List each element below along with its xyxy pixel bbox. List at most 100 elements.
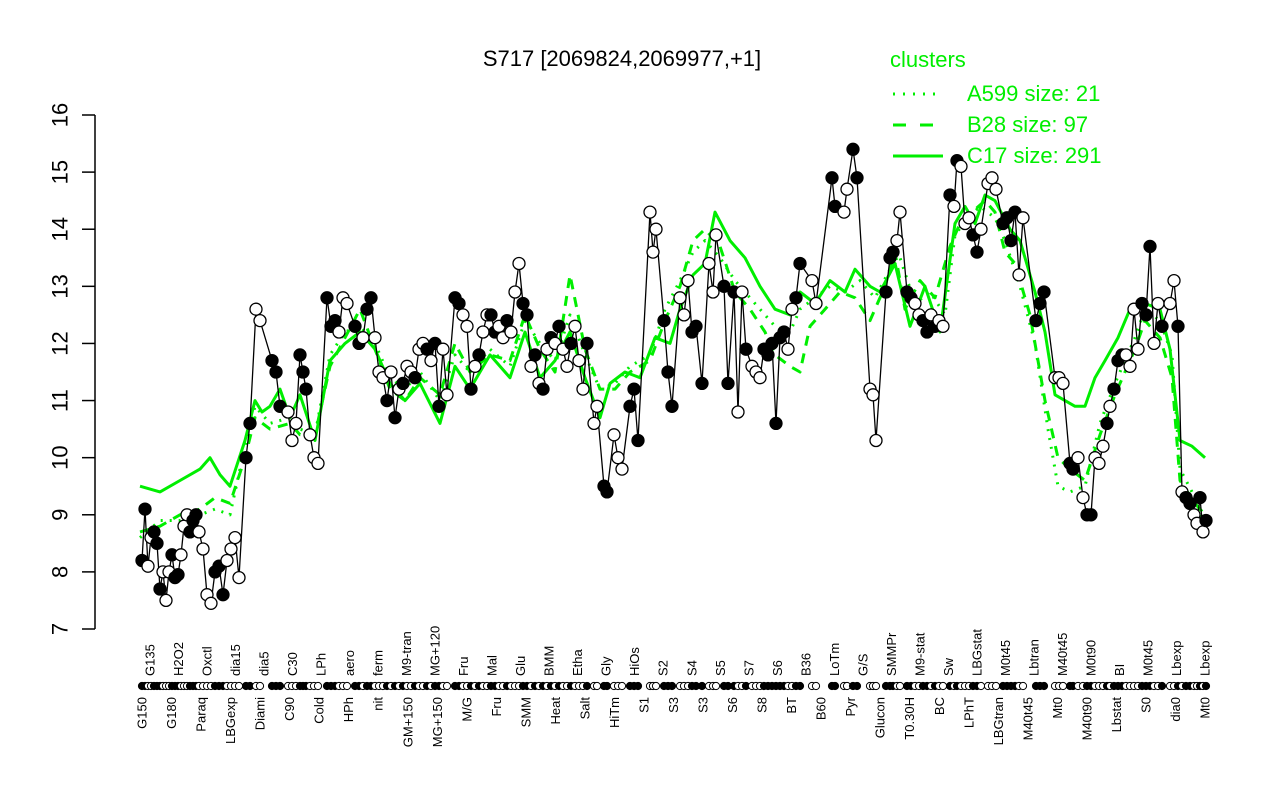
x-tick-label-bottom: LBGtran [991,697,1006,745]
data-point [568,319,582,333]
data-point [587,416,601,431]
data-point [809,296,823,311]
strip-marker [976,681,986,691]
strip-marker [442,681,452,691]
x-tick-label-bottom: G150 [135,697,150,729]
x-tick-label-top: Glu [513,656,528,676]
data-point [408,371,422,385]
data-point [560,359,574,373]
x-tick-label-top: Lbexp [1169,641,1184,676]
x-tick-label-bottom: nit [371,697,386,711]
x-tick-label-bottom: BT [784,697,799,714]
x-tick-label-bottom: S3 [666,697,681,713]
x-tick-label-bottom: HPh [341,697,356,722]
data-point [681,273,695,288]
data-point [320,291,334,305]
x-tick-label-top: BI [1112,664,1127,676]
strip-marker [852,681,862,691]
data-point [673,291,687,305]
x-tick-label-top: Oxctl [200,646,215,676]
legend-entry-c17: C17 size: 291 [967,143,1102,168]
x-tick-label-bottom: M/G [459,697,474,722]
data-point [159,593,173,608]
data-point [138,502,152,516]
x-tick-label-top: M0t45 [1140,640,1155,676]
x-tick-label-bottom: M40t45 [1020,697,1035,740]
data-point [947,199,961,214]
data-point [1131,342,1145,356]
y-axis: 7 8 9 10 11 12 13 14 15 16 [48,103,96,635]
x-tick-label-top: Sw [941,657,956,676]
data-point [607,428,621,442]
data-point [189,508,203,522]
data-point [432,399,446,413]
data-point [1199,513,1213,528]
x-tick-label-bottom: M40t90 [1079,697,1094,740]
strip-marker [895,681,905,691]
data-point [777,325,791,339]
data-point [364,291,378,305]
data-point [468,359,482,373]
data-point [174,548,188,562]
data-point [396,376,410,391]
data-point [649,222,663,236]
data-point [709,228,723,242]
data-point [850,171,864,185]
x-tick-label-bottom: Diami [253,697,268,730]
data-point [846,142,860,156]
data-point [615,462,629,476]
data-point [232,570,246,585]
data-point [789,291,803,305]
x-tick-label-bottom: C90 [282,697,297,721]
data-point [1076,490,1090,505]
x-tick-label-bottom: Salt [577,697,592,720]
x-tick-label-top: SMMPr [884,632,899,676]
x-tick-label-bottom: HiTm [607,697,622,728]
data-point [436,342,450,356]
data-point [1143,239,1157,254]
data-point [440,388,454,402]
x-tick-label-bottom: Fru [489,697,504,717]
strip-marker [871,681,881,691]
data-point [196,542,210,556]
data-point [753,371,767,385]
data-point [769,416,783,431]
data-point [695,376,709,391]
x-tick-label-bottom: dia0 [1168,697,1183,722]
x-tick-labels: G135 H2O2 Oxctl dia15 dia5 C30 LPh aero ferm M9-t… [135,626,1213,747]
data-point [627,382,641,396]
data-point [348,319,362,333]
chart-title: S717 [2069824,2069977,+1] [483,46,761,71]
data-point [890,233,904,248]
data-point [265,353,279,368]
data-point [171,568,185,582]
data-point [285,433,299,448]
y-tick-label: 12 [48,331,73,355]
data-point [731,405,745,419]
data-point [1183,496,1197,511]
x-tick-label-bottom: S1 [636,697,651,713]
data-point [1012,268,1026,282]
y-tick-label: 13 [48,274,73,298]
data-point [866,388,880,402]
data-point [840,182,854,196]
x-tick-label-top: M9-stat [912,632,927,676]
data-point [600,485,614,499]
strip-marker [697,681,707,691]
x-tick-label-bottom: Cold [312,697,327,724]
data-point [936,319,950,333]
data-point [311,456,325,471]
x-tick-label-top: Gly [599,656,614,676]
x-tick-label-top: G135 [143,644,158,676]
data-point [793,256,807,271]
y-tick-label: 7 [48,623,73,635]
data-point [665,399,679,413]
x-tick-label-bottom: S3 [696,697,711,713]
x-tick-label-top: dia15 [228,644,243,676]
data-point [1107,382,1121,396]
data-point [1171,319,1185,333]
y-tick-label: 15 [48,160,73,184]
x-tick-label-bottom: MG+150 [430,697,445,747]
data-point [1029,313,1043,328]
cluster-line-dashed [139,199,1207,534]
